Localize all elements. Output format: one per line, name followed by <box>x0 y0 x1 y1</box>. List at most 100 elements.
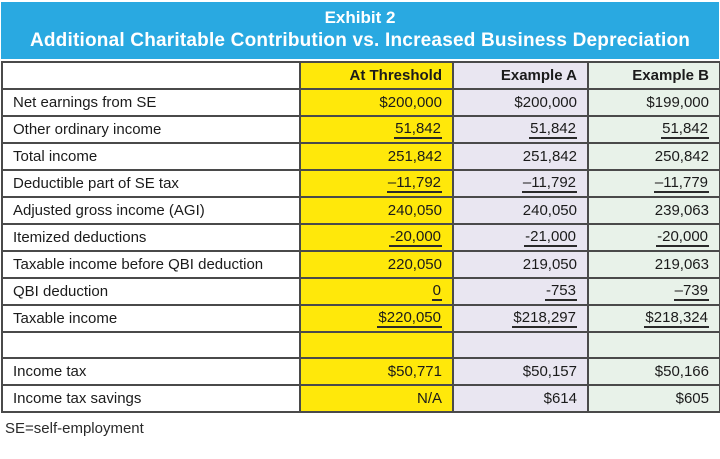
table-row: Total income 251,842 251,842 250,842 <box>1 142 720 171</box>
cell-value: $220,050 <box>377 308 442 328</box>
page-title: Additional Charitable Contribution vs. I… <box>29 30 691 51</box>
cell-value: 251,842 <box>522 147 577 165</box>
column-header-example-b: Example B <box>587 61 720 90</box>
value-cell: -20,000 <box>587 223 720 252</box>
column-header-row: At Threshold Example A Example B <box>1 61 720 90</box>
value-cell: 250,842 <box>587 142 720 171</box>
row-label: Taxable income before QBI deduction <box>1 250 301 279</box>
footnote-se-definition: SE=self-employment <box>5 420 144 437</box>
cell-value: 251,842 <box>387 147 442 165</box>
row-label: Deductible part of SE tax <box>1 169 301 198</box>
value-cell: 251,842 <box>452 142 589 171</box>
value-cell: 240,050 <box>299 196 454 225</box>
value-cell: 0 <box>299 277 454 306</box>
cell-value: 51,842 <box>661 119 709 139</box>
table-row: QBI deduction 0 -753 –739 <box>1 277 720 306</box>
cell-value: –739 <box>673 281 709 301</box>
table-row: Adjusted gross income (AGI) 240,050 240,05… <box>1 196 720 225</box>
value-cell: $605 <box>587 384 720 413</box>
cell-value: 219,063 <box>654 255 709 273</box>
value-cell: 51,842 <box>587 115 720 144</box>
value-cell: 219,063 <box>587 250 720 279</box>
row-label: Adjusted gross income (AGI) <box>1 196 301 225</box>
row-label: Net earnings from SE <box>1 88 301 117</box>
value-cell: $614 <box>452 384 589 413</box>
value-cell: $200,000 <box>299 88 454 117</box>
spacer-row <box>1 331 720 359</box>
cell-value: 219,050 <box>522 255 577 273</box>
row-label: Taxable income <box>1 304 301 333</box>
cell-value: $218,297 <box>512 308 577 328</box>
value-cell <box>452 331 589 359</box>
cell-value: 250,842 <box>654 147 709 165</box>
value-cell: $220,050 <box>299 304 454 333</box>
value-cell <box>587 331 720 359</box>
cell-value: 240,050 <box>522 201 577 219</box>
value-cell <box>299 331 454 359</box>
exhibit-header: Exhibit 2 Additional Charitable Contribu… <box>1 2 719 59</box>
value-cell: 51,842 <box>299 115 454 144</box>
cell-value: $200,000 <box>514 93 577 111</box>
cell-value: $50,166 <box>654 362 709 380</box>
label-column-header <box>1 61 301 90</box>
cell-value: 51,842 <box>394 119 442 139</box>
value-cell: -20,000 <box>299 223 454 252</box>
value-cell: N/A <box>299 384 454 413</box>
cell-value: –11,792 <box>386 173 442 193</box>
value-cell: 240,050 <box>452 196 589 225</box>
exhibit-number: Exhibit 2 <box>324 8 396 27</box>
row-label: QBI deduction <box>1 277 301 306</box>
cell-value: -20,000 <box>656 227 709 247</box>
exhibit-table: At Threshold Example A Example B Net ear… <box>1 61 720 413</box>
cell-value: 0 <box>431 281 442 301</box>
row-label: Total income <box>1 142 301 171</box>
value-cell: -753 <box>452 277 589 306</box>
value-cell: 220,050 <box>299 250 454 279</box>
cell-value: $218,324 <box>644 308 709 328</box>
table-row: Net earnings from SE $200,000 $200,000 $199… <box>1 88 720 117</box>
row-label: Itemized deductions <box>1 223 301 252</box>
cell-value: 51,842 <box>529 119 577 139</box>
value-cell: 251,842 <box>299 142 454 171</box>
cell-value: 240,050 <box>387 201 442 219</box>
row-label: Income tax savings <box>1 384 301 413</box>
value-cell: –11,792 <box>299 169 454 198</box>
table-row: Income tax $50,771 $50,157 $50,166 <box>1 357 720 386</box>
value-cell: $199,000 <box>587 88 720 117</box>
table-row: Taxable income before QBI deduction 220,0… <box>1 250 720 279</box>
column-header-at-threshold: At Threshold <box>299 61 454 90</box>
cell-value: $50,771 <box>387 362 442 380</box>
value-cell: 239,063 <box>587 196 720 225</box>
table-row: Other ordinary income 51,842 51,842 51,842 <box>1 115 720 144</box>
column-header-example-a: Example A <box>452 61 589 90</box>
table-row: Itemized deductions -20,000 -21,000 -20,000 <box>1 223 720 252</box>
cell-value: N/A <box>416 389 442 407</box>
value-cell: -21,000 <box>452 223 589 252</box>
cell-value: $199,000 <box>646 93 709 111</box>
value-cell: $50,771 <box>299 357 454 386</box>
table-row: Taxable income $220,050 $218,297 $218,324 <box>1 304 720 333</box>
cell-value: $50,157 <box>522 362 577 380</box>
cell-value: –11,792 <box>521 173 577 193</box>
value-cell: 219,050 <box>452 250 589 279</box>
cell-value: 220,050 <box>387 255 442 273</box>
cell-value: -20,000 <box>389 227 442 247</box>
value-cell: $50,166 <box>587 357 720 386</box>
cell-value: -753 <box>544 281 577 301</box>
value-cell: –739 <box>587 277 720 306</box>
value-cell: $200,000 <box>452 88 589 117</box>
value-cell: 51,842 <box>452 115 589 144</box>
table-row: Income tax savings N/A $614 $605 <box>1 384 720 413</box>
value-cell: –11,779 <box>587 169 720 198</box>
value-cell: –11,792 <box>452 169 589 198</box>
cell-value: -21,000 <box>524 227 577 247</box>
cell-value: 239,063 <box>654 201 709 219</box>
cell-value: $614 <box>543 389 577 407</box>
row-label: Income tax <box>1 357 301 386</box>
value-cell: $218,297 <box>452 304 589 333</box>
row-label: Other ordinary income <box>1 115 301 144</box>
cell-value: $200,000 <box>379 93 442 111</box>
cell-value: –11,779 <box>653 173 709 193</box>
row-label <box>1 331 301 359</box>
